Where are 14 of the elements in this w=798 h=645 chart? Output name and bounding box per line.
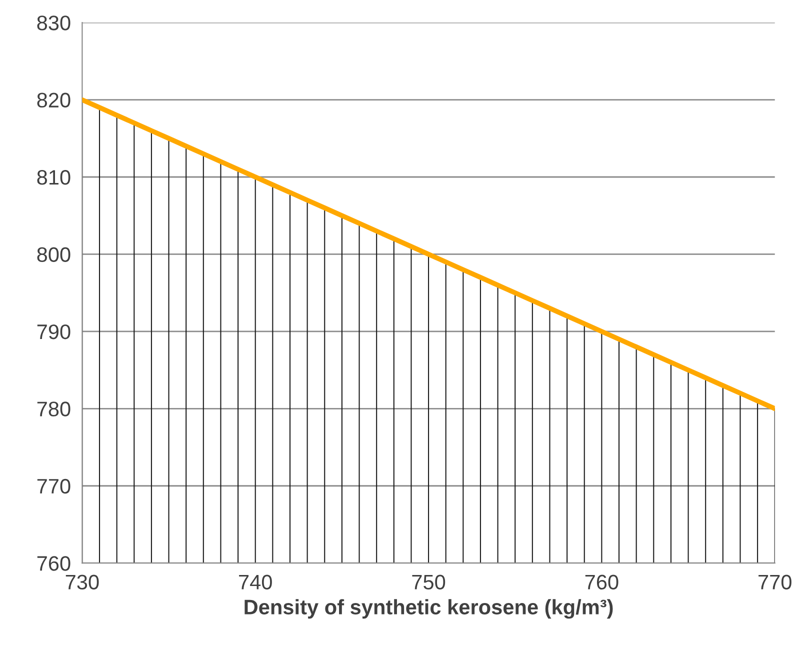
x-tick-label: 750: [412, 574, 446, 590]
y-tick-label: 790: [37, 324, 70, 340]
y-tick-label: 780: [37, 402, 70, 416]
x-tick-label: 760: [585, 574, 618, 590]
y-tick-label: 810: [37, 170, 70, 185]
x-tick-label: 740: [239, 574, 272, 590]
y-tick-label: 820: [37, 92, 70, 108]
y-tick-label: 830: [37, 16, 70, 30]
x-tick-label: 770: [758, 574, 792, 590]
y-tick-label: 760: [37, 556, 70, 571]
x-tick-label: 730: [66, 574, 99, 590]
y-tick-label: 800: [37, 247, 70, 262]
y-tick-label: 770: [37, 478, 70, 494]
x-axis-title: Density of synthetic kerosene (kg/m³): [244, 599, 613, 619]
